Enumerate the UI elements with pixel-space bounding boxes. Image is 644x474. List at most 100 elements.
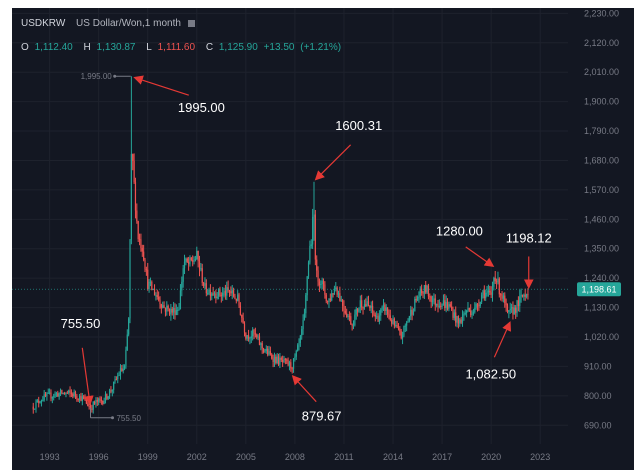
candle-body[interactable]: [361, 300, 363, 308]
candle-body[interactable]: [222, 292, 224, 296]
candle-body[interactable]: [231, 290, 233, 294]
candle-body[interactable]: [179, 290, 182, 310]
candle-body[interactable]: [50, 392, 52, 399]
candle-body[interactable]: [35, 401, 37, 409]
candle-body[interactable]: [508, 310, 510, 313]
candle-body[interactable]: [122, 368, 124, 371]
candle-body[interactable]: [328, 298, 330, 302]
candle-body[interactable]: [523, 294, 525, 297]
candle-body[interactable]: [460, 319, 462, 323]
candle-body[interactable]: [487, 290, 490, 293]
candle-body[interactable]: [163, 305, 165, 308]
candle-body[interactable]: [340, 299, 342, 301]
candle-body[interactable]: [332, 293, 334, 295]
candle-body[interactable]: [183, 261, 186, 269]
candle-body[interactable]: [42, 400, 44, 402]
candle-body[interactable]: [36, 400, 38, 402]
candle-body[interactable]: [478, 305, 480, 307]
candle-body[interactable]: [148, 281, 150, 290]
candle-body[interactable]: [234, 296, 236, 299]
candle-body[interactable]: [53, 396, 55, 398]
candle-body[interactable]: [305, 295, 307, 314]
candle-body[interactable]: [89, 406, 92, 409]
candle-body[interactable]: [422, 292, 424, 294]
candle-body[interactable]: [65, 392, 67, 394]
candle-body[interactable]: [228, 290, 231, 292]
candle-body[interactable]: [497, 278, 499, 283]
candle-body[interactable]: [312, 216, 314, 245]
candle-body[interactable]: [241, 314, 243, 318]
candle-body[interactable]: [170, 308, 172, 315]
candle-body[interactable]: [466, 310, 468, 313]
candle-body[interactable]: [275, 356, 277, 364]
candle-body[interactable]: [74, 391, 77, 397]
candle-body[interactable]: [342, 299, 344, 306]
candle-body[interactable]: [115, 379, 117, 381]
candle-body[interactable]: [481, 295, 483, 302]
candle-body[interactable]: [104, 394, 107, 401]
candle-body[interactable]: [140, 239, 142, 249]
candle-body[interactable]: [350, 316, 352, 325]
symbol-info-icon[interactable]: [187, 19, 195, 27]
candle-body[interactable]: [414, 298, 416, 312]
candle-body[interactable]: [61, 390, 63, 394]
candle-body[interactable]: [209, 289, 212, 296]
candle-body[interactable]: [87, 403, 89, 407]
candle-body[interactable]: [69, 390, 71, 393]
candle-body[interactable]: [238, 294, 240, 306]
candle-body[interactable]: [250, 336, 252, 338]
candle-body[interactable]: [346, 313, 348, 317]
candle-body[interactable]: [527, 294, 529, 296]
candle-body[interactable]: [327, 301, 329, 303]
candle-body[interactable]: [490, 292, 492, 295]
candle-body[interactable]: [98, 398, 100, 402]
candle-body[interactable]: [68, 390, 70, 393]
candle-body[interactable]: [200, 268, 202, 270]
candle-body[interactable]: [78, 396, 81, 400]
candle-body[interactable]: [164, 307, 167, 312]
candle-body[interactable]: [313, 214, 315, 217]
candle-body[interactable]: [190, 257, 192, 261]
candle-body[interactable]: [77, 398, 79, 400]
candle-body[interactable]: [434, 298, 436, 306]
candle-body[interactable]: [171, 308, 173, 313]
candle-body[interactable]: [284, 358, 286, 360]
candle-body[interactable]: [264, 350, 266, 352]
candle-body[interactable]: [208, 289, 210, 294]
candle-body[interactable]: [295, 351, 297, 357]
candle-body[interactable]: [307, 262, 310, 277]
candle-body[interactable]: [239, 305, 241, 315]
candle-body[interactable]: [335, 287, 337, 289]
candle-body[interactable]: [322, 280, 325, 285]
candle-body[interactable]: [276, 356, 278, 364]
candle-body[interactable]: [456, 316, 458, 323]
candle-body[interactable]: [39, 402, 41, 404]
candle-body[interactable]: [376, 316, 378, 318]
candle-body[interactable]: [125, 349, 127, 366]
candle-body[interactable]: [433, 298, 435, 301]
candle-body[interactable]: [106, 394, 108, 399]
candle-body[interactable]: [95, 399, 97, 404]
candle-body[interactable]: [262, 348, 265, 352]
candle-body[interactable]: [515, 307, 517, 313]
candle-body[interactable]: [237, 294, 239, 301]
candle-body[interactable]: [470, 310, 472, 316]
candle-body[interactable]: [192, 260, 194, 262]
candle-body[interactable]: [445, 301, 447, 309]
candle-body[interactable]: [267, 348, 269, 355]
candle-body[interactable]: [366, 301, 368, 307]
candle-body[interactable]: [273, 356, 276, 363]
candle-body[interactable]: [245, 332, 247, 339]
candle-body[interactable]: [162, 305, 164, 308]
candle-body[interactable]: [156, 295, 158, 297]
candle-body[interactable]: [143, 251, 145, 260]
candle-body[interactable]: [391, 320, 393, 324]
last-price-tag[interactable]: [577, 282, 621, 297]
candle-body[interactable]: [358, 307, 360, 312]
candle-body[interactable]: [442, 300, 445, 304]
candle-body[interactable]: [407, 320, 409, 323]
candle-body[interactable]: [482, 290, 484, 296]
candle-body[interactable]: [382, 304, 385, 307]
candle-body[interactable]: [512, 307, 514, 315]
candle-body[interactable]: [471, 313, 473, 316]
